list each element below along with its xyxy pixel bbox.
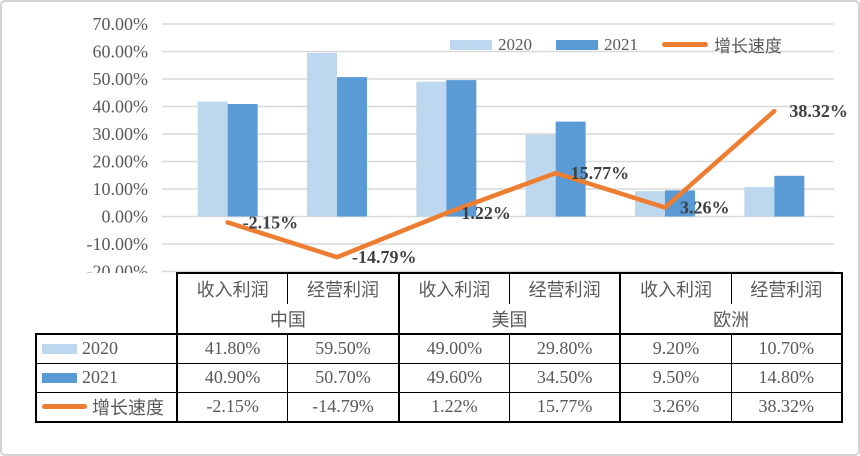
legend-item-增长速度: 增长速度: [662, 32, 782, 57]
metric-header-cell: 经营利润: [508, 272, 621, 304]
legend-label: 2020: [498, 34, 532, 54]
value-cell: 40.90%: [176, 362, 289, 393]
value-cell: 9.50%: [619, 362, 732, 393]
value-cell: 15.77%: [508, 391, 621, 423]
data-table: 收入利润 经营利润 收入利润 经营利润 收入利润 经营利润 中国 美国 欧洲 2020 41.80…: [35, 272, 843, 423]
bar-2021: [446, 80, 477, 217]
growth-rate-line: [225, 108, 777, 260]
value-cell: 49.60%: [397, 362, 510, 393]
table-corner-empty: [36, 273, 177, 334]
line-point-label: 1.22%: [461, 203, 511, 223]
region-header-cell: 美国: [397, 304, 622, 335]
metric-header-cell: 经营利润: [730, 272, 843, 304]
line-point-label: -2.15%: [243, 212, 298, 232]
bar-2021: [227, 104, 258, 217]
y-axis-tick-label: 60.00%: [93, 42, 149, 62]
table-row: 增长速度 -2.15% -14.79% 1.22% 15.77% 3.26% 38.32%: [35, 391, 843, 423]
table-row: 2021 40.90% 50.70% 49.60% 34.50% 9.50% 14.80%: [35, 362, 843, 393]
y-axis-tick-label: 20.00%: [93, 152, 149, 172]
line-point-label: 15.77%: [571, 163, 630, 183]
value-cell: 29.80%: [508, 333, 621, 364]
value-cell: 38.32%: [730, 391, 843, 423]
line-point-label: 3.26%: [680, 198, 730, 218]
value-cell: 14.80%: [730, 362, 843, 393]
y-axis-tick-label: 10.00%: [93, 179, 149, 199]
bar-2020: [744, 187, 775, 217]
line-point-label: 38.32%: [789, 101, 848, 121]
row-label-cell: 增长速度: [35, 391, 178, 423]
value-cell: -2.15%: [176, 391, 289, 423]
legend-label: 2021: [604, 34, 638, 54]
y-axis-tick-label: 40.00%: [93, 97, 149, 117]
value-cell: 59.50%: [287, 333, 400, 364]
metric-header-cell: 经营利润: [287, 272, 400, 304]
legend-label: 增长速度: [714, 37, 782, 56]
table-row: 2020 41.80% 59.50% 49.00% 29.80% 9.20% 10.70%: [35, 333, 843, 364]
value-cell: 34.50%: [508, 362, 621, 393]
y-axis-tick-label: 0.00%: [102, 207, 149, 227]
legend-item-2021: 2021: [556, 35, 638, 55]
region-header-cell: 中国: [176, 304, 400, 335]
series-swatch-2021: [42, 372, 77, 383]
metric-header-cell: 收入利润: [176, 272, 289, 304]
value-cell: 9.20%: [619, 333, 732, 364]
chart-legend: 2020 2021 增长速度: [450, 32, 782, 57]
value-cell: 1.22%: [397, 391, 510, 423]
value-cell: -14.79%: [287, 391, 400, 423]
region-header-cell: 欧洲: [619, 304, 843, 335]
bar-2021: [336, 77, 367, 217]
bar-2021: [774, 175, 805, 217]
series-label: 2021: [82, 367, 118, 387]
series-swatch-2020: [42, 343, 77, 354]
value-cell: 49.00%: [397, 333, 510, 364]
value-cell: 41.80%: [176, 333, 289, 364]
row-label-cell: 2020: [35, 333, 178, 364]
legend-swatch-2021: [556, 39, 598, 50]
y-axis-tick-label: 70.00%: [93, 14, 149, 34]
series-swatch-增长速度: [42, 404, 87, 410]
series-label: 2020: [82, 338, 118, 359]
y-axis-tick-label: -10.00%: [87, 234, 149, 254]
legend-item-2020: 2020: [450, 35, 532, 55]
bar-2020: [416, 81, 447, 217]
bar-2020: [197, 101, 228, 217]
metric-header-cell: 收入利润: [397, 272, 510, 304]
value-cell: 50.70%: [287, 362, 400, 393]
bar-2020: [306, 52, 337, 217]
value-cell: 10.70%: [730, 333, 843, 364]
legend-swatch-增长速度: [662, 42, 708, 47]
metric-header-cell: 收入利润: [619, 272, 732, 304]
line-point-label: -14.79%: [352, 247, 417, 267]
row-label-cell: 2021: [35, 362, 178, 393]
y-axis-tick-label: 50.00%: [93, 69, 149, 89]
legend-swatch-2020: [450, 39, 492, 50]
value-cell: 3.26%: [619, 391, 732, 423]
y-axis-tick-label: 30.00%: [93, 124, 149, 144]
series-label: 增长速度: [92, 397, 164, 418]
bar-2021: [555, 121, 586, 217]
